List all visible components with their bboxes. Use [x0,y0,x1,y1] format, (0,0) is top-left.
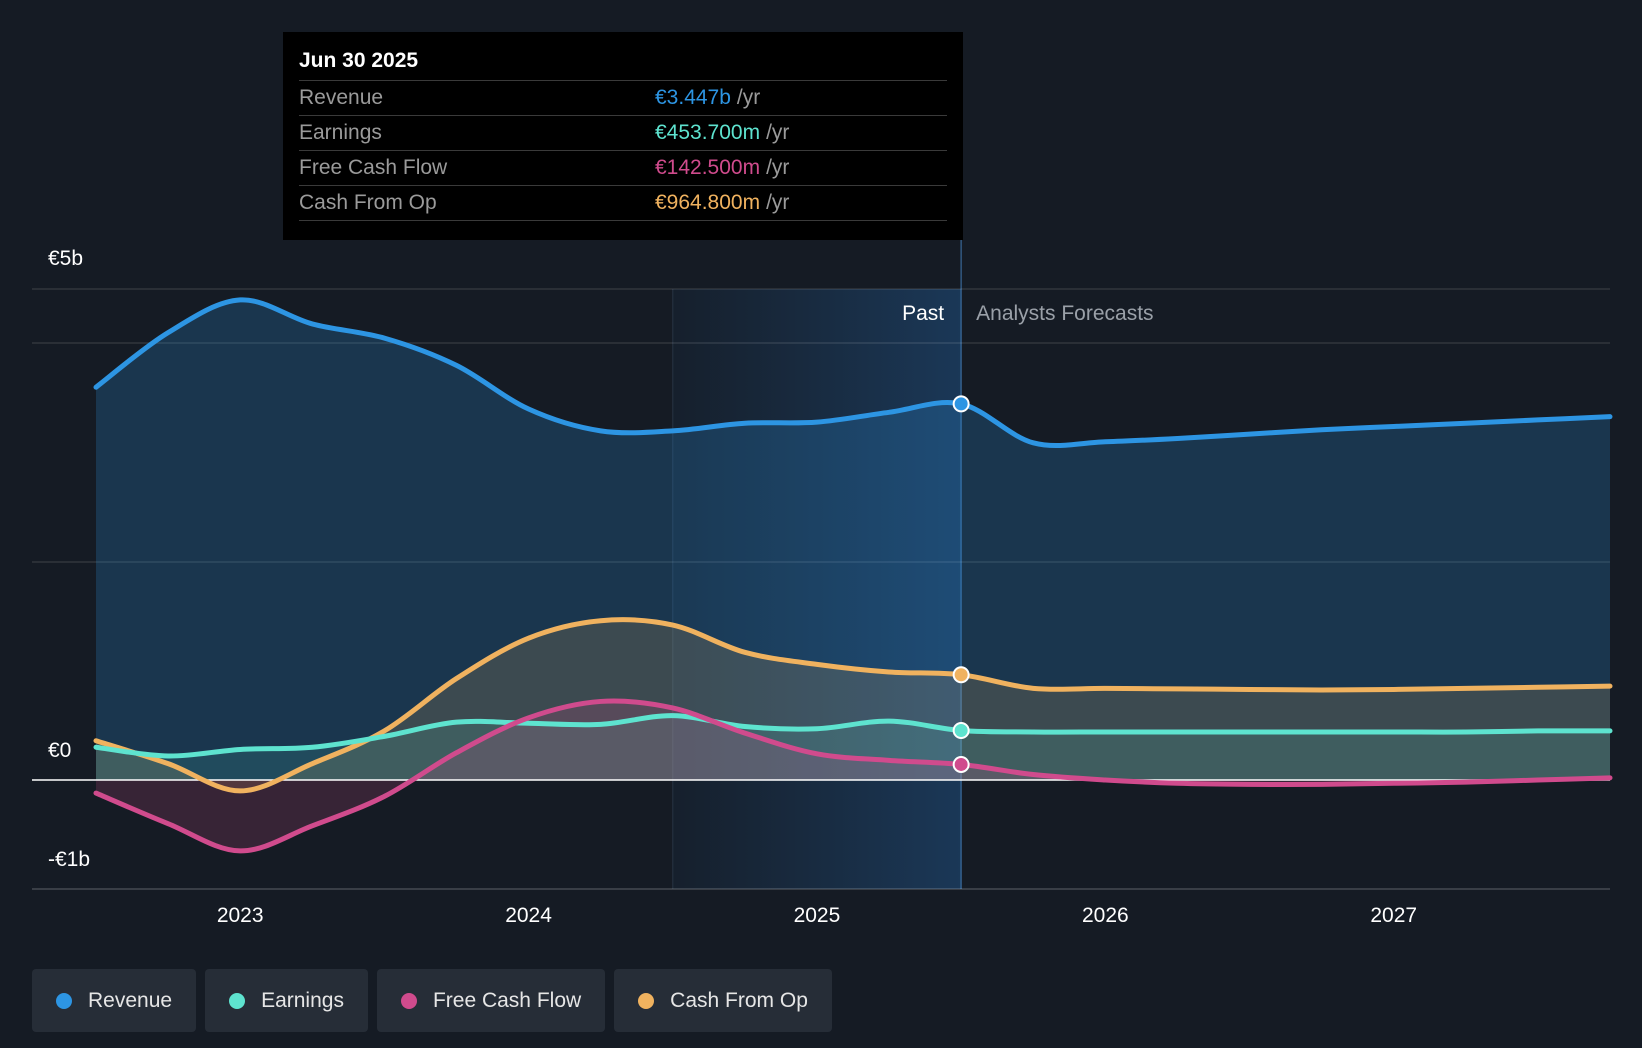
tooltip-label: Cash From Op [299,191,437,214]
point-cash-from-op [952,666,970,684]
area-cash-from-op [96,619,1610,791]
x-tick-label: 2025 [794,904,841,927]
legend-dot-icon [56,992,72,1009]
legend-dot-icon [400,992,417,1009]
legend-label: Free Cash Flow [432,988,582,1012]
legend-item-earnings[interactable]: Earnings [205,969,368,1032]
point-earnings [952,721,970,739]
point-revenue [952,395,970,413]
past-label: Past [902,302,944,325]
tooltip-label: Earnings [299,121,382,144]
area-earnings [96,715,1610,780]
past-region [672,289,962,889]
line-earnings [93,713,1613,759]
legend-dot-icon [229,992,246,1009]
tooltip-unit: /yr [766,191,790,214]
tooltip-row-free-cash-flow: Free Cash Flow €142.500m /yr [299,150,947,185]
legend-dot-icon [638,992,655,1009]
area-revenue [96,299,1610,780]
tooltip: Jun 30 2025 Revenue €3.447b /yr Earnings… [283,32,963,240]
x-tick-label: 2027 [1370,904,1417,927]
legend-item-free-cash-flow[interactable]: Free Cash Flow [376,969,606,1032]
x-tick-label: 2023 [217,904,264,927]
y-tick-label: €5b [48,247,83,270]
legend-label: Cash From Op [670,988,808,1012]
tooltip-row-cash-from-op: Cash From Op €964.800m /yr [299,185,947,221]
tooltip-value: €964.800m [655,191,761,214]
tooltip-value: €142.500m [655,156,761,179]
area-free-cash-flow [96,700,1610,851]
x-tick-label: 2026 [1082,904,1129,927]
line-cash-from-op [93,617,1613,794]
y-tick-label: -€1b [48,848,90,871]
legend-item-revenue[interactable]: Revenue [32,969,197,1032]
tooltip-label: Revenue [299,86,384,109]
tooltip-row-revenue: Revenue €3.447b /yr [299,80,947,115]
tooltip-date: Jun 30 2025 [299,49,419,72]
y-tick-label: €0 [48,739,71,762]
tooltip-label: Free Cash Flow [299,156,448,179]
tooltip-unit: /yr [736,86,761,109]
tooltip-unit: /yr [766,156,790,179]
legend: Revenue Earnings Free Cash Flow Cash Fro… [32,969,832,1032]
forecast-label: Analysts Forecasts [976,302,1153,325]
tooltip-unit: /yr [766,121,790,144]
legend-label: Earnings [261,988,344,1012]
legend-label: Revenue [88,988,173,1012]
tooltip-value: €3.447b [655,86,731,109]
point-free-cash-flow [952,755,970,773]
tooltip-value: €453.700m [655,121,761,144]
tooltip-row-earnings: Earnings €453.700m /yr [299,115,947,150]
x-tick-label: 2024 [505,904,552,927]
line-free-cash-flow [93,698,1613,854]
legend-item-cash-from-op[interactable]: Cash From Op [614,969,832,1032]
line-revenue [93,297,1613,449]
